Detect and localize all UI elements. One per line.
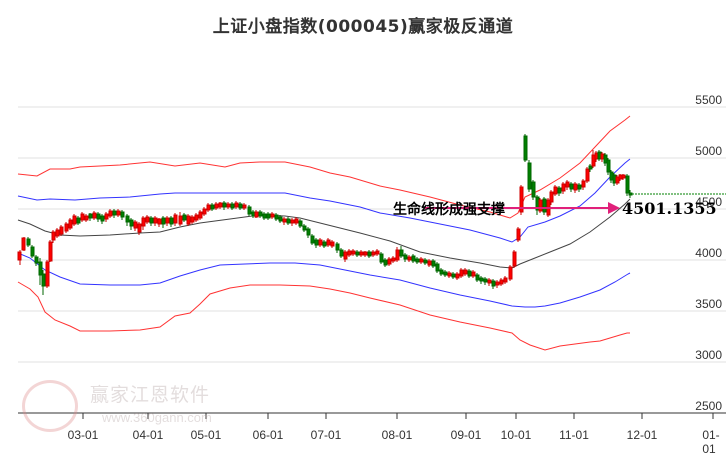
outer-lower-band (17, 281, 630, 351)
x-tick-label: 10-01 (500, 428, 532, 442)
y-tick-label: 3000 (695, 348, 722, 362)
watermark-url: www.360gann.com (102, 410, 212, 425)
arrow-icon (425, 202, 620, 214)
y-tick-label: 4500 (695, 195, 722, 209)
outer-upper-band (17, 115, 631, 219)
x-tick-label: 07-01 (310, 428, 342, 442)
x-tick-label: 08-01 (381, 428, 413, 442)
y-tick-label: 4000 (695, 246, 722, 260)
watermark: 赢家江恩软件 www.360gann.com (22, 380, 222, 432)
chart-title: 上证小盘指数(000045)赢家极反通道 (212, 17, 514, 37)
x-tick-label: 09-01 (450, 428, 482, 442)
middle-line (17, 198, 631, 269)
support-annotation: 生命线形成强支撑 (393, 202, 505, 218)
y-tick-label: 3500 (695, 297, 722, 311)
inner-lower-band (17, 252, 631, 308)
watermark-name: 赢家江恩软件 (90, 384, 211, 406)
y-tick-label: 5000 (695, 144, 722, 158)
x-tick-label: 03-01 (67, 428, 99, 442)
watermark-seal-icon (22, 380, 78, 432)
inner-upper-band (17, 158, 631, 243)
x-tick-label: 12-01 (626, 428, 658, 442)
x-axis-ticks (82, 413, 714, 419)
x-tick-label: 05-01 (190, 428, 222, 442)
y-tick-label: 5500 (695, 93, 722, 107)
candlesticks (17, 134, 633, 295)
x-tick-label: 06-01 (252, 428, 284, 442)
x-tick-label: 04-01 (132, 428, 164, 442)
x-tick-label: 01-01 (702, 428, 720, 456)
x-tick-label: 11-01 (559, 428, 589, 442)
y-tick-label: 2500 (695, 399, 722, 413)
support-value-label: 4501.1355 (622, 199, 717, 218)
